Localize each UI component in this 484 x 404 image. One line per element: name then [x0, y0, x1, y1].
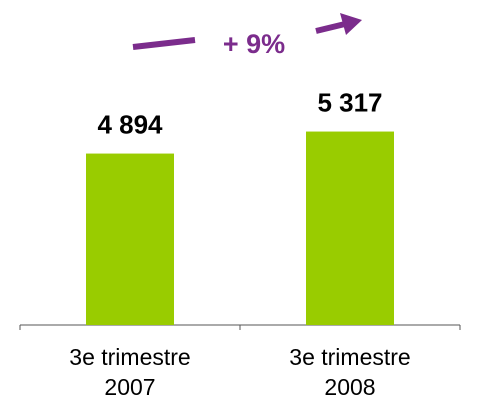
- value-label: 4 894: [97, 109, 163, 139]
- trend-arrow-shaft: [315, 21, 346, 34]
- bar: [306, 131, 394, 325]
- bar: [86, 153, 174, 325]
- value-label: 5 317: [317, 87, 382, 117]
- trend-arrow-head: [340, 13, 362, 35]
- annotation: + 9%: [223, 29, 285, 59]
- trend-dash: [132, 37, 196, 50]
- x-tick-label: 3e trimestre 2008: [289, 344, 411, 400]
- x-tick-label: 3e trimestre 2007: [69, 344, 191, 400]
